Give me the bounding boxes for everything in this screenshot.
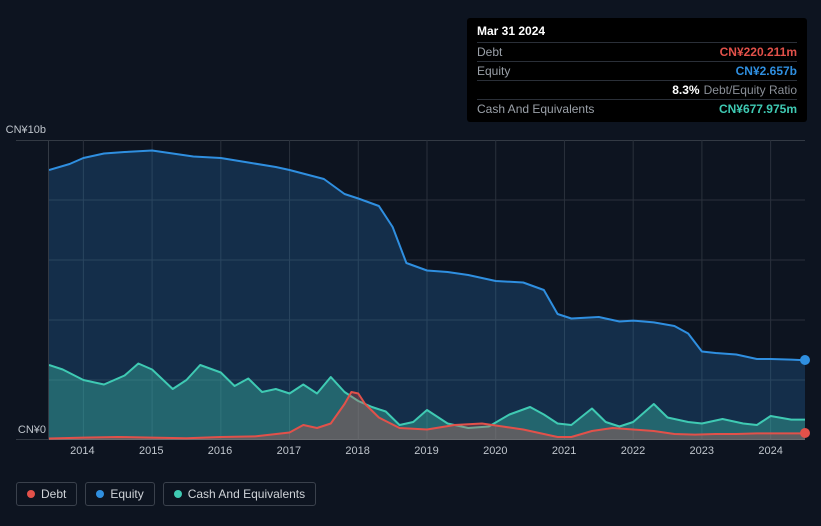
- tooltip-equity-label: Equity: [477, 64, 510, 78]
- x-axis-tick: 2022: [621, 445, 645, 457]
- tooltip-debt-value: CN¥220.211m: [720, 45, 797, 59]
- tooltip-ratio-value: 8.3%Debt/Equity Ratio: [672, 83, 797, 97]
- x-axis-tick: 2016: [208, 445, 232, 457]
- x-axis-tick: 2020: [483, 445, 507, 457]
- tooltip-cash-value: CN¥677.975m: [719, 102, 797, 116]
- legend-item-cash[interactable]: Cash And Equivalents: [163, 482, 316, 506]
- x-axis-tick: 2021: [552, 445, 576, 457]
- chart-tooltip: Mar 31 2024 Debt CN¥220.211m Equity CN¥2…: [467, 18, 807, 122]
- equity-end-marker: [800, 355, 810, 365]
- plot-svg: [49, 140, 805, 440]
- x-axis-tick: 2017: [277, 445, 301, 457]
- y-axis-tick-max: CN¥10b: [0, 124, 46, 136]
- financial-history-chart: { "colors": { "debt": "#e2514a", "equity…: [0, 0, 821, 526]
- tooltip-equity-value: CN¥2.657b: [736, 64, 797, 78]
- x-axis-tick: 2023: [690, 445, 714, 457]
- x-axis-tick: 2018: [345, 445, 369, 457]
- x-axis: 2014 2015 2016 2017 2018 2019 2020 2021 2022 2023…: [48, 445, 805, 465]
- plot-area[interactable]: [48, 140, 805, 440]
- cash-legend-dot: [174, 490, 182, 498]
- legend: Debt Equity Cash And Equivalents: [16, 482, 316, 506]
- legend-label: Debt: [41, 487, 66, 501]
- legend-item-equity[interactable]: Equity: [85, 482, 154, 506]
- debt-legend-dot: [27, 490, 35, 498]
- equity-legend-dot: [96, 490, 104, 498]
- legend-label: Cash And Equivalents: [188, 487, 305, 501]
- tooltip-debt-label: Debt: [477, 45, 502, 59]
- x-axis-tick: 2019: [414, 445, 438, 457]
- debt-end-marker: [800, 428, 810, 438]
- x-axis-tick: 2014: [70, 445, 94, 457]
- x-axis-tick: 2024: [758, 445, 782, 457]
- legend-item-debt[interactable]: Debt: [16, 482, 77, 506]
- tooltip-cash-label: Cash And Equivalents: [477, 102, 594, 116]
- x-axis-tick: 2015: [139, 445, 163, 457]
- tooltip-date: Mar 31 2024: [477, 24, 797, 42]
- legend-label: Equity: [110, 487, 143, 501]
